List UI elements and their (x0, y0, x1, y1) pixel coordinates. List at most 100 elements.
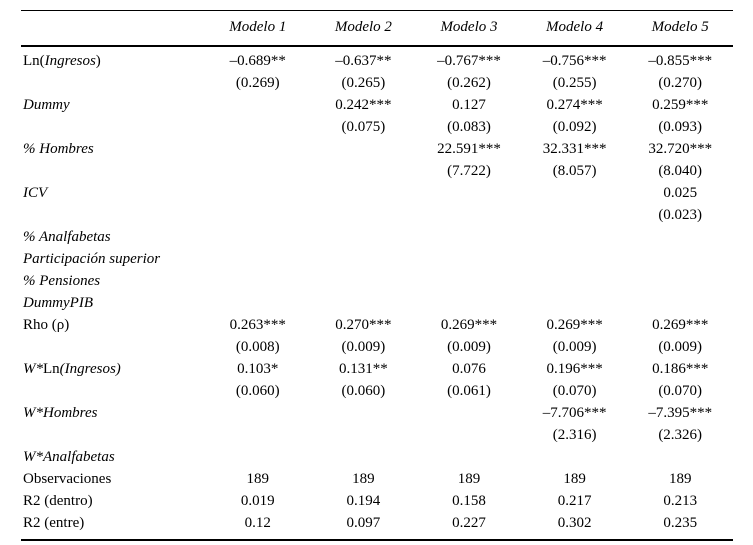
value-cell: 0.097 (346, 515, 381, 531)
value-cell (205, 182, 311, 204)
value-cell (205, 402, 311, 424)
value-cell: (2.316) (552, 427, 597, 443)
value-cell: 189 (457, 471, 481, 487)
row-label (21, 204, 205, 226)
row-label-segment: Ln (43, 361, 60, 377)
value-cell (522, 292, 628, 314)
table-row: Dummy 0.242*** 0.127 0.274*** 0.259*** (21, 94, 733, 116)
row-label: % Analfabetas (21, 226, 205, 248)
table-row: (0.008) (0.009) (0.009) (0.009) (0.009) (21, 336, 733, 358)
header-cell-modelo-1: Modelo 1 (229, 19, 287, 35)
header-corner-cell (21, 11, 205, 47)
value-cell: 0.213 (663, 493, 698, 509)
value-cell: 0.12 (244, 515, 271, 531)
value-cell (205, 226, 311, 248)
row-label (21, 72, 205, 94)
value-cell (311, 424, 417, 446)
header-cell-modelo-2: Modelo 2 (334, 19, 392, 35)
value-cell: (0.009) (447, 339, 491, 355)
value-cell: (8.040) (658, 163, 703, 179)
value-cell (416, 270, 522, 292)
value-cell: 0.217 (557, 493, 592, 509)
value-cell (416, 226, 522, 248)
value-cell: –7.706*** (542, 405, 607, 421)
value-cell (416, 402, 522, 424)
row-label: R2 (entre) (21, 512, 205, 540)
value-cell (205, 248, 311, 270)
header-cell-modelo-5: Modelo 5 (651, 19, 709, 35)
value-cell (627, 248, 733, 270)
value-cell: –7.395*** (648, 405, 713, 421)
row-label-segment: R2 (entre) (23, 515, 85, 531)
value-cell: (0.060) (341, 383, 386, 399)
value-cell: (0.060) (235, 383, 280, 399)
value-cell: 189 (246, 471, 270, 487)
value-cell: (0.092) (552, 119, 597, 135)
row-label-segment: (Ingresos) (59, 361, 121, 377)
row-label (21, 160, 205, 182)
value-cell: 0.227 (452, 515, 486, 531)
table-row: (0.023) (21, 204, 733, 226)
value-cell: (0.070) (658, 383, 703, 399)
value-cell: 0.186*** (652, 361, 709, 377)
value-cell: 0.194 (346, 493, 381, 509)
value-cell (311, 182, 417, 204)
value-cell: 0.196*** (546, 361, 603, 377)
value-cell: (0.061) (447, 383, 491, 399)
value-cell (627, 270, 733, 292)
value-cell (205, 116, 311, 138)
header-cell-modelo-4: Modelo 4 (546, 19, 604, 35)
row-label-segment: % Hombres (23, 141, 94, 157)
value-cell: 0.127 (452, 97, 486, 113)
value-cell: –0.637** (335, 53, 392, 69)
row-label: W*Analfabetas (21, 446, 205, 468)
table-row: % Analfabetas (21, 226, 733, 248)
value-cell: 32.720*** (648, 141, 713, 157)
table-row: R2 (entre) 0.12 0.097 0.227 0.302 0.235 (21, 512, 733, 540)
page: Modelo 1 Modelo 2 Modelo 3 Modelo 4 Modelo 5… (0, 10, 753, 545)
value-cell: (0.269) (235, 75, 280, 91)
row-label: Dummy (21, 94, 205, 116)
value-cell: 0.269*** (652, 317, 709, 333)
value-cell: (0.262) (447, 75, 491, 91)
table-row: % Hombres 22.591*** 32.331*** 32.720*** (21, 138, 733, 160)
table-row: W*Ln(Ingresos) 0.103* 0.131** 0.076 0.196***… (21, 358, 733, 380)
value-cell: 0.269*** (546, 317, 603, 333)
row-label-segment: ICV (23, 185, 48, 201)
value-cell (416, 248, 522, 270)
row-label-segment: Ingresos (44, 53, 96, 69)
value-cell (416, 182, 522, 204)
value-cell: (8.057) (552, 163, 597, 179)
value-cell: 0.274*** (546, 97, 603, 113)
value-cell: (0.070) (552, 383, 597, 399)
value-cell: 0.103* (237, 361, 279, 377)
row-label-segment: DummyPIB (23, 295, 93, 311)
value-cell: –0.689** (229, 53, 286, 69)
row-label-segment: % Pensiones (23, 273, 101, 289)
value-cell: (0.255) (552, 75, 597, 91)
row-label: % Pensiones (21, 270, 205, 292)
value-cell (311, 292, 417, 314)
row-label (21, 380, 205, 402)
table-row: (0.060) (0.060) (0.061) (0.070) (0.070) (21, 380, 733, 402)
value-cell (205, 292, 311, 314)
value-cell: 0.158 (452, 493, 486, 509)
value-cell (416, 292, 522, 314)
row-label (21, 424, 205, 446)
value-cell (311, 204, 417, 226)
table-row: % Pensiones (21, 270, 733, 292)
value-cell: –0.855*** (648, 53, 713, 69)
row-label: ICV (21, 182, 205, 204)
value-cell: (0.008) (235, 339, 280, 355)
value-cell: (0.009) (658, 339, 703, 355)
row-label: Observaciones (21, 468, 205, 490)
value-cell: 22.591*** (437, 141, 501, 157)
row-label-segment: W*Hombres (23, 405, 98, 421)
value-cell (522, 204, 628, 226)
value-cell (416, 424, 522, 446)
value-cell (522, 182, 628, 204)
value-cell (205, 270, 311, 292)
value-cell: 0.270*** (335, 317, 392, 333)
value-cell (205, 138, 311, 160)
value-cell: 0.242*** (335, 97, 392, 113)
